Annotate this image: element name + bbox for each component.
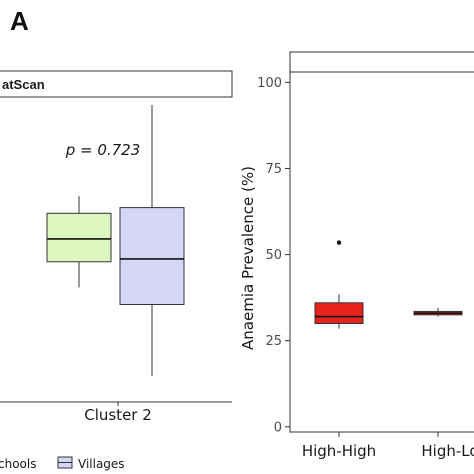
legend-label-villages: Villages: [78, 457, 125, 471]
y-tick-label-0: 0: [274, 420, 282, 435]
y-tick-label-100: 100: [257, 76, 282, 91]
right-boxes: [314, 240, 463, 329]
left-category-label: Cluster 2: [84, 406, 152, 424]
y-axis-label: Anaemia Prevalence (%): [239, 166, 257, 350]
x-tick-label-1: High-Lo: [421, 442, 474, 460]
left-schools-box: [46, 212, 112, 263]
left-strip-label: atScan: [2, 77, 45, 92]
legend-label-schools: chools: [0, 457, 36, 471]
left-strip: [0, 70, 233, 98]
left-panel: atScan Cluster 2 p = 0.723: [0, 70, 233, 424]
left-boxes: [46, 105, 185, 376]
y-tick-label-50: 50: [265, 248, 282, 263]
right-panel: Anaemia Prevalence (%) 0 25 50 75 100 High-H…: [239, 51, 474, 460]
y-tick-label-75: 75: [265, 162, 282, 177]
legend: chools Villages: [0, 456, 125, 471]
right-y-axis: 0 25 50 75 100: [257, 76, 290, 435]
right-high-high-box: [314, 302, 364, 324]
panel-letter: A: [10, 6, 29, 36]
left-villages-box: [119, 207, 185, 306]
right-x-axis: High-High High-Lo: [302, 432, 474, 460]
y-tick-label-25: 25: [265, 334, 282, 349]
p-value-annotation: p = 0.723: [65, 141, 141, 159]
right-high-high-outlier-0: [336, 240, 342, 245]
right-panel-border: [289, 51, 474, 433]
x-tick-label-0: High-High: [302, 442, 376, 460]
